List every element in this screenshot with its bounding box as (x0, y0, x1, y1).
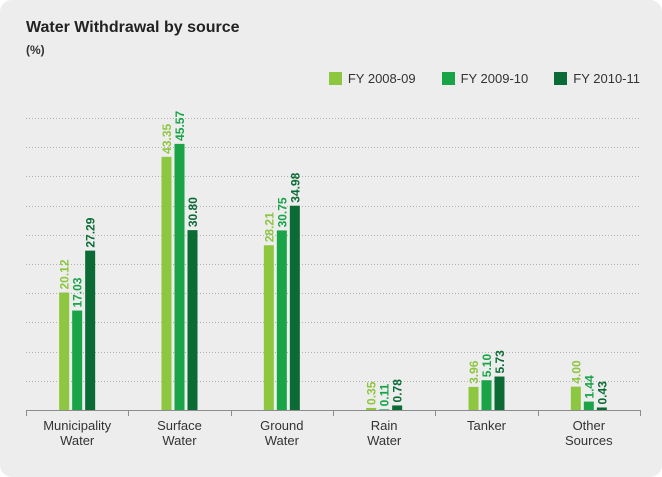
bar-municipality-water-fy-2010-11 (85, 250, 96, 410)
data-label: 0.78 (391, 379, 405, 403)
data-label: 0.43 (595, 381, 609, 405)
bar-other-sources-fy-2010-11 (596, 407, 607, 410)
bar-tanker-fy-2009-10 (481, 380, 492, 410)
bar-ground-water-fy-2008-09 (263, 245, 274, 410)
data-label: 28.21 (262, 212, 276, 242)
category-label: Tanker (467, 418, 507, 433)
category-label: Rain Water (367, 418, 402, 448)
data-label: 34.98 (288, 172, 302, 202)
category-label: Municipality Water (43, 418, 111, 448)
data-label: 17.03 (71, 277, 85, 307)
bar-rain-water-fy-2010-11 (392, 405, 403, 410)
bar-municipality-water-fy-2008-09 (59, 292, 70, 410)
data-label: 45.57 (173, 111, 187, 141)
category-label: Surface Water (157, 418, 202, 448)
data-label: 1.44 (582, 375, 596, 399)
data-label: 0.35 (365, 381, 379, 405)
bar-ground-water-fy-2009-10 (276, 230, 287, 410)
chart-subtitle: (%) (26, 43, 45, 57)
bar-rain-water-fy-2008-09 (366, 407, 377, 410)
bar-tanker-fy-2008-09 (468, 386, 479, 410)
category-label: Ground Water (260, 418, 303, 448)
bar-other-sources-fy-2008-09 (570, 386, 581, 410)
data-label: 43.35 (160, 123, 174, 153)
legend-item-fy-2008-09: FY 2008-09 (328, 71, 416, 86)
legend-swatch-fy-2009-10 (441, 72, 455, 85)
bar-municipality-water-fy-2009-10 (72, 310, 83, 410)
legend-label-fy-2008-09: FY 2008-09 (347, 71, 416, 86)
data-label: 30.75 (275, 197, 289, 227)
bar-surface-water-fy-2010-11 (187, 230, 198, 410)
legend-swatch-fy-2008-09 (328, 72, 342, 85)
category-label: Other Sources (565, 418, 613, 448)
data-label: 20.12 (58, 259, 72, 289)
legend-label-fy-2010-11: FY 2010-11 (573, 71, 640, 86)
chart-title: Water Withdrawal by source (26, 19, 240, 36)
data-label: 27.29 (84, 217, 98, 247)
data-label: 3.96 (467, 360, 481, 384)
data-label: 5.73 (493, 350, 507, 374)
legend-swatch-fy-2010-11 (554, 72, 568, 85)
data-label: 4.00 (569, 360, 583, 384)
bar-surface-water-fy-2009-10 (174, 143, 185, 410)
legend: FY 2008-09 FY 2009-10 FY 2010-11 (328, 71, 640, 86)
data-label: 30.80 (186, 197, 200, 227)
bar-ground-water-fy-2010-11 (289, 205, 300, 410)
bar-other-sources-fy-2009-10 (583, 401, 594, 410)
data-label: 5.10 (480, 354, 494, 378)
data-label: 0.11 (378, 383, 392, 406)
legend-item-fy-2009-10: FY 2009-10 (441, 71, 529, 86)
bar-tanker-fy-2010-11 (494, 376, 505, 410)
legend-label-fy-2009-10: FY 2009-10 (460, 71, 529, 86)
legend-item-fy-2010-11: FY 2010-11 (554, 71, 640, 86)
bar-surface-water-fy-2008-09 (161, 156, 172, 410)
bar-rain-water-fy-2009-10 (379, 409, 390, 410)
